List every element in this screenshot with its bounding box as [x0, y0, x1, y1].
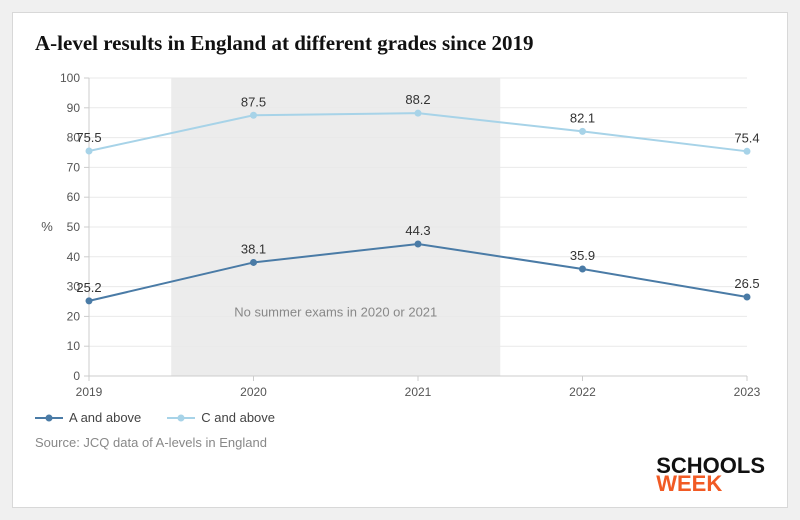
y-tick-label: 90 [67, 101, 81, 115]
x-tick-label: 2021 [405, 385, 432, 399]
series-marker [579, 266, 586, 273]
x-tick-label: 2019 [76, 385, 103, 399]
annotation-text: No summer exams in 2020 or 2021 [234, 304, 437, 319]
series-marker [415, 240, 422, 247]
legend-item: C and above [167, 410, 275, 425]
series-marker [86, 297, 93, 304]
logo-line-2: WEEK [656, 475, 722, 493]
legend-item: A and above [35, 410, 141, 425]
y-tick-label: 50 [67, 220, 81, 234]
legend-label: C and above [201, 410, 275, 425]
series-marker [86, 148, 93, 155]
series-marker [579, 128, 586, 135]
chart-area: 0102030405060708090100%20192020202120222… [35, 64, 765, 404]
data-label: 75.4 [734, 130, 759, 145]
chart-card: A-level results in England at different … [12, 12, 788, 508]
legend-label: A and above [69, 410, 141, 425]
series-marker [250, 259, 257, 266]
data-label: 88.2 [405, 92, 430, 107]
x-tick-label: 2022 [569, 385, 596, 399]
data-label: 38.1 [241, 241, 266, 256]
line-chart: 0102030405060708090100%20192020202120222… [35, 64, 765, 404]
y-tick-label: 40 [67, 250, 81, 264]
y-axis-label: % [41, 219, 53, 234]
legend-swatch [35, 413, 63, 423]
x-tick-label: 2023 [734, 385, 761, 399]
chart-title: A-level results in England at different … [35, 31, 765, 56]
series-marker [744, 148, 751, 155]
source-text: Source: JCQ data of A-levels in England [35, 435, 765, 450]
y-tick-label: 60 [67, 190, 81, 204]
data-label: 25.2 [76, 280, 101, 295]
y-tick-label: 20 [67, 309, 81, 323]
y-tick-label: 0 [73, 369, 80, 383]
legend: A and above C and above [35, 410, 765, 425]
x-tick-label: 2020 [240, 385, 267, 399]
y-tick-label: 10 [67, 339, 81, 353]
data-label: 44.3 [405, 223, 430, 238]
legend-swatch [167, 413, 195, 423]
series-marker [415, 110, 422, 117]
series-marker [744, 294, 751, 301]
data-label: 82.1 [570, 110, 595, 125]
data-label: 87.5 [241, 94, 266, 109]
data-label: 26.5 [734, 276, 759, 291]
data-label: 75.5 [76, 130, 101, 145]
series-marker [250, 112, 257, 119]
schools-week-logo: SCHOOLS WEEK [656, 457, 765, 493]
data-label: 35.9 [570, 248, 595, 263]
y-tick-label: 70 [67, 160, 81, 174]
outer-container: A-level results in England at different … [0, 0, 800, 520]
y-tick-label: 100 [60, 71, 80, 85]
